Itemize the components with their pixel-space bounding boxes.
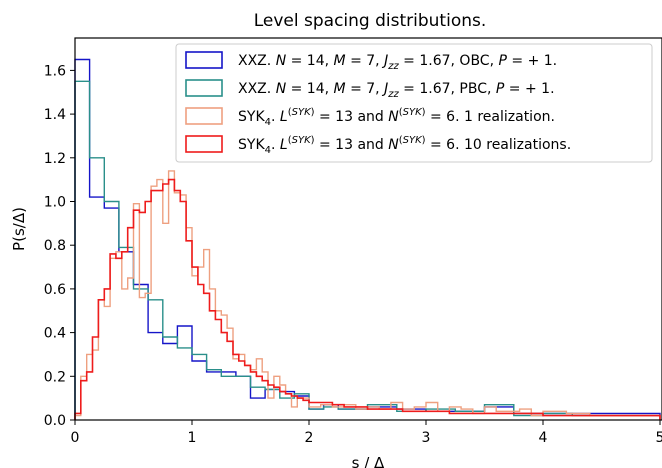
series-line-4 bbox=[74, 178, 661, 420]
legend: XXZ. N = 14, M = 7, Jzz = 1.67, OBC, P =… bbox=[175, 43, 653, 163]
x-tick-label: 2 bbox=[305, 430, 314, 446]
x-tick-label: 5 bbox=[656, 430, 662, 446]
x-axis: 0 1 2 3 4 5 bbox=[71, 420, 662, 446]
y-tick-label: 1.2 bbox=[44, 151, 66, 167]
series-line-2 bbox=[74, 80, 661, 420]
y-tick-label: 1.6 bbox=[44, 63, 66, 79]
x-tick-label: 3 bbox=[422, 430, 431, 446]
legend-label-syk-1: SYK4. L(SYK) = 13 and N(SYK) = 6. 1 real… bbox=[238, 107, 555, 128]
legend-box bbox=[175, 43, 653, 163]
y-tick-label: 0.8 bbox=[44, 238, 66, 254]
x-tick-label: 4 bbox=[539, 430, 548, 446]
y-axis: 0.0 0.2 0.4 0.6 0.8 1.0 1.2 1.4 1.6 bbox=[44, 63, 75, 429]
y-tick-label: 1.4 bbox=[44, 107, 66, 123]
y-tick-label: 0.4 bbox=[44, 326, 66, 342]
y-tick-label: 1.0 bbox=[44, 195, 66, 211]
legend-swatch-syk-10 bbox=[185, 135, 223, 153]
y-tick-label: 0.0 bbox=[44, 413, 66, 429]
y-axis-label: P(s/Δ) bbox=[10, 207, 28, 251]
x-tick-label: 1 bbox=[188, 430, 197, 446]
series-line-3 bbox=[74, 170, 661, 420]
legend-swatch-xxz-obc bbox=[185, 51, 223, 69]
series-layer bbox=[74, 58, 661, 420]
legend-label-xxz-obc: XXZ. N = 14, M = 7, Jzz = 1.67, OBC, P =… bbox=[238, 53, 557, 72]
legend-label-syk-10: SYK4. L(SYK) = 13 and N(SYK) = 6. 10 rea… bbox=[238, 135, 571, 156]
chart-title: Level spacing distributions. bbox=[254, 11, 487, 31]
legend-swatch-xxz-pbc bbox=[185, 79, 223, 97]
x-axis-label: s / Δ bbox=[352, 454, 385, 468]
plot-frame bbox=[74, 37, 662, 421]
y-tick-label: 0.6 bbox=[44, 282, 66, 298]
legend-label-xxz-pbc: XXZ. N = 14, M = 7, Jzz = 1.67, PBC, P =… bbox=[238, 81, 555, 100]
legend-swatch-syk-1 bbox=[185, 107, 223, 125]
y-tick-label: 0.2 bbox=[44, 369, 66, 385]
x-tick-label: 0 bbox=[71, 430, 80, 446]
